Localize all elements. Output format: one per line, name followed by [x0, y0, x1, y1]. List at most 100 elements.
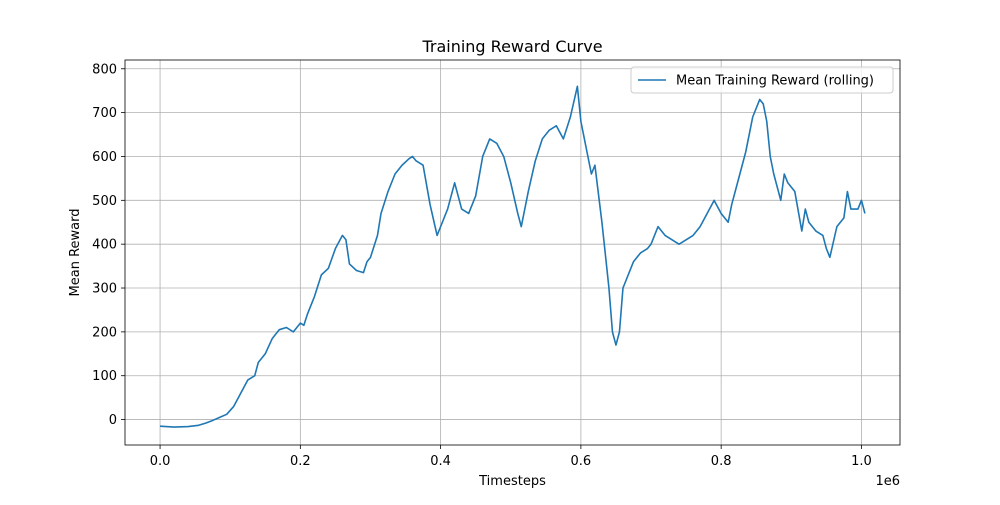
series-point	[650, 243, 653, 246]
series-point	[292, 330, 295, 333]
series-point	[706, 212, 709, 215]
series-point	[579, 120, 582, 123]
series-point	[825, 247, 828, 250]
series-point	[621, 287, 624, 290]
series-point	[516, 212, 519, 215]
series-point	[727, 221, 730, 224]
series-point	[408, 157, 411, 160]
x-axis-label: Timesteps	[478, 474, 546, 489]
series-point	[639, 251, 642, 254]
series-point	[446, 208, 449, 211]
series-point	[320, 273, 323, 276]
series-point	[713, 199, 716, 202]
series-point	[362, 271, 365, 274]
series-point	[204, 422, 207, 425]
series-point	[344, 238, 347, 241]
series-point	[474, 194, 477, 197]
series-point	[692, 234, 695, 237]
series-point	[467, 212, 470, 215]
series-point	[348, 262, 351, 265]
series-point	[271, 337, 274, 340]
y-tick-label: 700	[92, 106, 117, 121]
series-point	[632, 260, 635, 263]
series-point	[685, 238, 688, 241]
axes-frame	[124, 59, 901, 446]
series-point	[765, 120, 768, 123]
x-axis-offset-label: 1e6	[875, 474, 900, 489]
series-point	[846, 190, 849, 193]
series-point	[341, 234, 344, 237]
series-point	[758, 98, 761, 101]
ticks: 0.0 0.2 0.4 0.6 0.8 1.0 0 100 200 300 400 500 600 700…	[92, 62, 872, 469]
series-point	[657, 225, 660, 228]
y-tick-label: 500	[92, 194, 117, 209]
series-point	[369, 256, 372, 259]
series-point	[285, 326, 288, 329]
series-point	[783, 173, 786, 176]
series-point	[232, 405, 235, 408]
series-point	[800, 230, 803, 233]
y-tick-label: 600	[92, 150, 117, 165]
series-point	[804, 208, 807, 211]
x-tick-label: 1.0	[851, 454, 872, 469]
series-point	[460, 208, 463, 211]
chart-title: Training Reward Curve	[421, 37, 602, 56]
y-tick-label: 800	[92, 62, 117, 77]
series-point	[607, 287, 610, 290]
series-point	[730, 203, 733, 206]
series-point	[380, 212, 383, 215]
series-point	[541, 137, 544, 140]
series-point	[387, 190, 390, 193]
series-point	[401, 164, 404, 167]
series-point	[600, 221, 603, 224]
series-point	[376, 234, 379, 237]
series-point	[453, 181, 456, 184]
series-point	[495, 142, 498, 145]
series-point	[218, 416, 221, 419]
legend: Mean Training Reward (rolling)	[630, 66, 894, 94]
series-point	[842, 216, 845, 219]
series-point	[751, 116, 754, 119]
x-tick-label: 0.0	[150, 454, 171, 469]
legend-box	[630, 66, 894, 94]
y-tick-label: 100	[92, 369, 117, 384]
series-point	[664, 234, 667, 237]
series-point	[355, 269, 358, 272]
x-tick-label: 0.4	[430, 454, 451, 469]
series-point	[720, 212, 723, 215]
series-point	[278, 328, 281, 331]
series-point	[614, 344, 617, 347]
series-point	[593, 164, 596, 167]
series-point	[835, 225, 838, 228]
y-tick-label: 400	[92, 238, 117, 253]
series-point	[821, 234, 824, 237]
series-point	[429, 203, 432, 206]
series-point	[699, 225, 702, 228]
series-point	[646, 247, 649, 250]
series-point	[264, 352, 267, 355]
series-point	[481, 155, 484, 158]
series-point	[502, 155, 505, 158]
series-point	[239, 392, 242, 395]
series-point	[411, 155, 414, 158]
series-layer	[159, 85, 866, 428]
series-point	[520, 225, 523, 228]
series-point	[415, 159, 418, 162]
series-point	[569, 116, 572, 119]
series-point	[860, 199, 863, 202]
series-point	[576, 85, 579, 88]
series-point	[159, 425, 162, 428]
series-point	[253, 374, 256, 377]
x-tick-label: 0.2	[290, 454, 311, 469]
series-point	[187, 425, 190, 428]
series-point	[548, 129, 551, 132]
series-point	[590, 173, 593, 176]
series-point	[299, 322, 302, 325]
x-tick-label: 0.8	[711, 454, 732, 469]
series-point	[849, 208, 852, 211]
series-point	[769, 155, 772, 158]
series-point	[562, 137, 565, 140]
legend-label: Mean Training Reward (rolling)	[676, 74, 874, 89]
y-axis-label: Mean Reward	[68, 209, 83, 297]
